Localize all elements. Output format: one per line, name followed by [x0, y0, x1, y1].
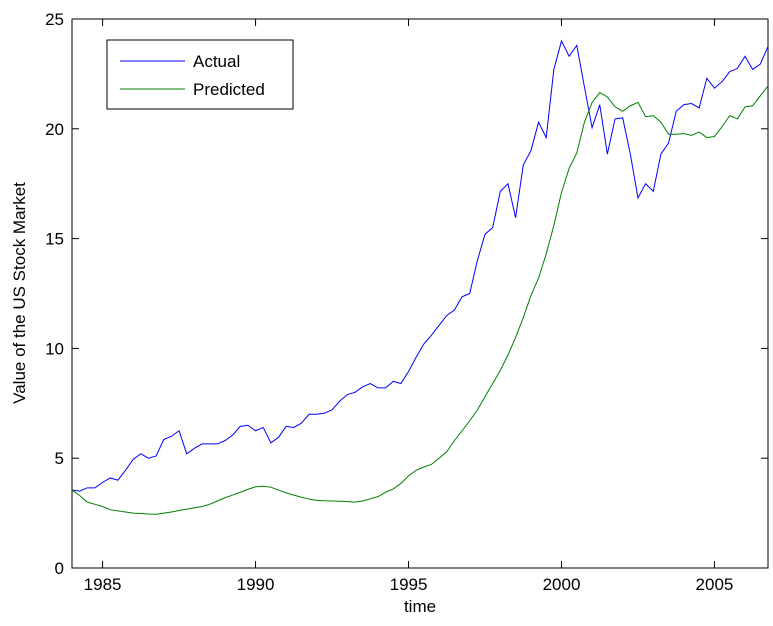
y-tick-label: 0 [55, 559, 64, 578]
series-line-actual [71, 39, 769, 492]
axis-ticks [72, 18, 768, 569]
legend-box [106, 39, 294, 110]
y-tick-label: 25 [45, 10, 64, 29]
x-tick-label: 1990 [237, 575, 275, 594]
legend: Actual Predicted [106, 39, 294, 110]
legend-label-actual: Actual [193, 52, 240, 71]
x-tick-label: 1985 [84, 575, 122, 594]
legend-label-predicted: Predicted [193, 80, 265, 99]
x-tick-label: 2000 [543, 575, 581, 594]
x-tick-label: 1995 [390, 575, 428, 594]
plot-area [71, 18, 769, 569]
x-axis-title: time [404, 597, 436, 616]
y-tick-label: 10 [45, 339, 64, 358]
x-tick-label: 2005 [696, 575, 734, 594]
y-tick-label: 20 [45, 120, 64, 139]
y-axis-title: Value of the US Stock Market [10, 182, 29, 404]
tick-labels: 1985 1990 1995 2000 2005 0 5 10 15 20 25 [45, 10, 733, 594]
series-line-predicted [71, 85, 769, 515]
series-lines [71, 39, 769, 515]
y-tick-label: 15 [45, 230, 64, 249]
y-tick-label: 5 [55, 449, 64, 468]
